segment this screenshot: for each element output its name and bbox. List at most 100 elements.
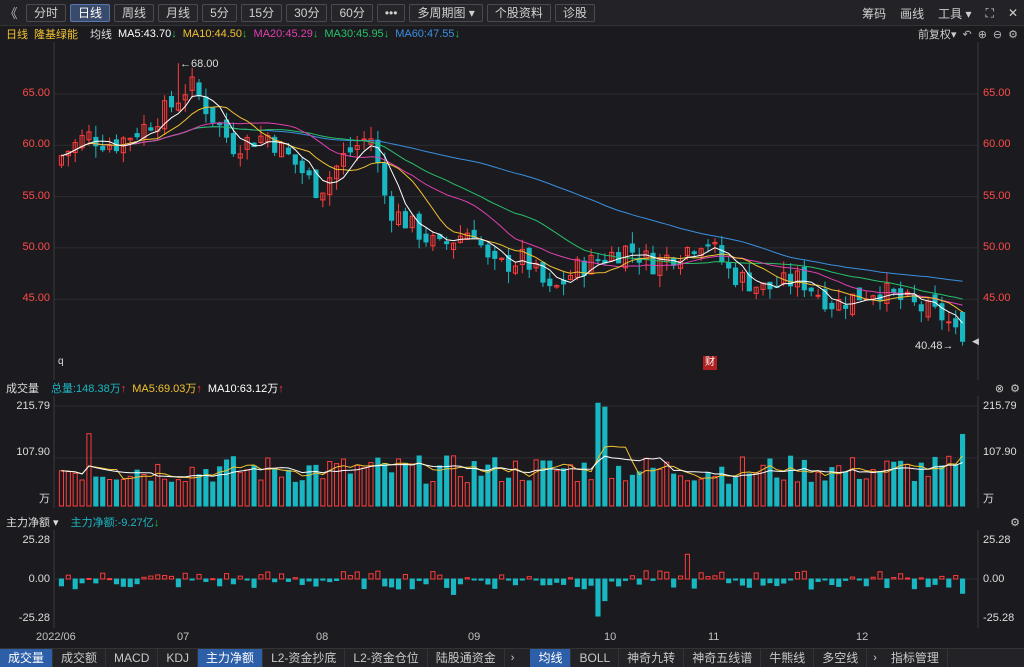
tab-turnover[interactable]: 成交额: [53, 648, 107, 667]
flow-bar: [457, 578, 463, 585]
volume-bar: [196, 474, 202, 507]
candle-body: [334, 165, 340, 180]
period-button-30min[interactable]: 30分: [286, 3, 328, 22]
tab-ma[interactable]: 均线: [530, 648, 572, 667]
tools-label: 工具: [938, 6, 963, 21]
q-marker[interactable]: q: [58, 356, 64, 367]
volume-header: 成交量 总量:148.38万↑ MA5:69.03万↑ MA10:63.12万↑…: [0, 380, 1024, 396]
candle-body: [65, 150, 71, 157]
tab-hk-connect[interactable]: 陆股通资金: [428, 648, 505, 667]
flow-bar: [595, 578, 601, 617]
period-button-60min[interactable]: 60分: [331, 3, 373, 22]
caret-down-icon: ▾: [468, 5, 475, 20]
flow-title-dropdown[interactable]: 主力净额 ▾: [6, 517, 59, 529]
flow-bar: [567, 577, 574, 580]
zoom-in-icon[interactable]: ⊕: [977, 28, 987, 41]
flow-bar: [836, 578, 842, 587]
zoom-out-icon[interactable]: ⊖: [992, 28, 1003, 41]
diagnose-button[interactable]: 诊股: [554, 3, 595, 22]
volume-bar: [760, 464, 766, 507]
period-button-15min[interactable]: 15分: [240, 3, 283, 22]
volume-ma5: MA5:69.03万↑: [132, 380, 202, 396]
back-icon[interactable]: 《: [4, 6, 18, 21]
candle-body: [258, 135, 264, 143]
flow-bar: [120, 578, 126, 587]
candle-body: [705, 244, 711, 247]
period-button-monthly[interactable]: 月线: [158, 3, 199, 22]
flow-panel[interactable]: 25.28 0.00 -25.28 25.28 0.00 -25.28: [0, 530, 1024, 628]
volume-ma10: MA10:63.12万↑: [208, 380, 284, 396]
volume-bar: [368, 462, 374, 507]
undo-icon[interactable]: ↶: [962, 28, 972, 41]
draw-line-button[interactable]: 画线: [900, 6, 925, 21]
flow-bar: [395, 578, 402, 590]
candle-body: [292, 154, 298, 165]
flow-bar: [684, 553, 690, 580]
tab-magic-five[interactable]: 神奇五线谱: [684, 648, 762, 667]
volume-bar: [836, 465, 842, 507]
candle-body: [567, 274, 574, 280]
tab-kdj[interactable]: KDJ: [158, 648, 199, 667]
tab-indicator-manage[interactable]: 指标管理: [883, 648, 948, 667]
volume-bar: [609, 477, 615, 507]
settings-icon[interactable]: ⚙: [1010, 516, 1020, 529]
flow-bar: [822, 578, 828, 581]
flow-bar: [313, 578, 319, 587]
volume-bar: [643, 457, 649, 507]
ma-label[interactable]: 均线: [90, 29, 112, 41]
period-button-daily[interactable]: 日线: [70, 3, 111, 22]
volume-bar: [72, 472, 78, 507]
period-button-fenshi[interactable]: 分时: [26, 3, 67, 22]
period-button-weekly[interactable]: 周线: [114, 3, 155, 22]
more-button[interactable]: •••: [376, 3, 406, 22]
ma10-value: MA10:44.50↓: [183, 28, 248, 40]
candle-body: [285, 147, 292, 155]
close-icon[interactable]: ✕: [1007, 6, 1018, 20]
tab-long-short[interactable]: 多空线: [814, 648, 868, 667]
date-axis: 2022/06 07 08 09 10 11 12: [0, 628, 1024, 648]
volume-bar: [781, 479, 787, 507]
flow-bar: [946, 578, 952, 588]
candle-body: [313, 169, 319, 198]
volume-bar: [932, 456, 938, 507]
tab-volume[interactable]: 成交量: [0, 648, 54, 667]
stock-info-button[interactable]: 个股资料: [486, 3, 551, 22]
volume-panel[interactable]: 215.79 107.90 万 215.79 107.90 万: [0, 396, 1024, 508]
chips-button[interactable]: 筹码: [862, 6, 887, 21]
volume-title[interactable]: 成交量: [6, 383, 39, 395]
flow-title: 主力净额: [6, 517, 50, 529]
settings-icon[interactable]: ⚙: [1010, 382, 1020, 395]
flow-bar: [278, 573, 285, 580]
close-icon[interactable]: ⊗: [994, 382, 1005, 395]
flow-bar: [622, 578, 629, 581]
tabs-scroll-right-icon[interactable]: ›: [873, 652, 877, 664]
price-panel[interactable]: 65.00 60.00 55.00 50.00 45.00 65.00 60.0…: [0, 42, 1024, 380]
flow-bar: [781, 578, 787, 584]
low-price-value: 40.48: [915, 340, 943, 352]
finance-marker[interactable]: 财: [703, 356, 717, 370]
period-button-5min[interactable]: 5分: [202, 3, 237, 22]
fullscreen-icon[interactable]: ⛶: [985, 5, 994, 20]
tab-main-flow[interactable]: 主力净额: [198, 648, 264, 667]
candle-body: [210, 107, 216, 123]
flow-controls: ⚙: [1010, 514, 1020, 530]
volume-bar: [217, 466, 223, 507]
date-label: 11: [708, 631, 720, 643]
tab-magic-nine[interactable]: 神奇九转: [619, 648, 685, 667]
tools-dropdown[interactable]: 工具 ▾: [938, 5, 971, 22]
candle-body: [395, 211, 402, 225]
flow-tick-right: 0.00: [983, 573, 1005, 585]
flow-bar: [753, 572, 759, 580]
settings-icon[interactable]: ⚙: [1008, 28, 1018, 41]
candle-body: [485, 244, 491, 258]
tab-macd[interactable]: MACD: [106, 648, 159, 667]
candle-body: [299, 160, 305, 174]
tabs-scroll-right-icon[interactable]: ›: [510, 652, 515, 664]
tab-l2-bottom[interactable]: L2-资金抄底: [263, 648, 346, 667]
tab-l2-position[interactable]: L2-资金仓位: [345, 648, 428, 667]
adjust-dropdown[interactable]: 前复权▾: [917, 29, 957, 41]
multi-period-dropdown[interactable]: 多周期图 ▾: [409, 3, 483, 22]
tab-bull-bear[interactable]: 牛熊线: [761, 648, 815, 667]
tab-boll[interactable]: BOLL: [571, 648, 620, 667]
candle-body: [959, 312, 966, 342]
